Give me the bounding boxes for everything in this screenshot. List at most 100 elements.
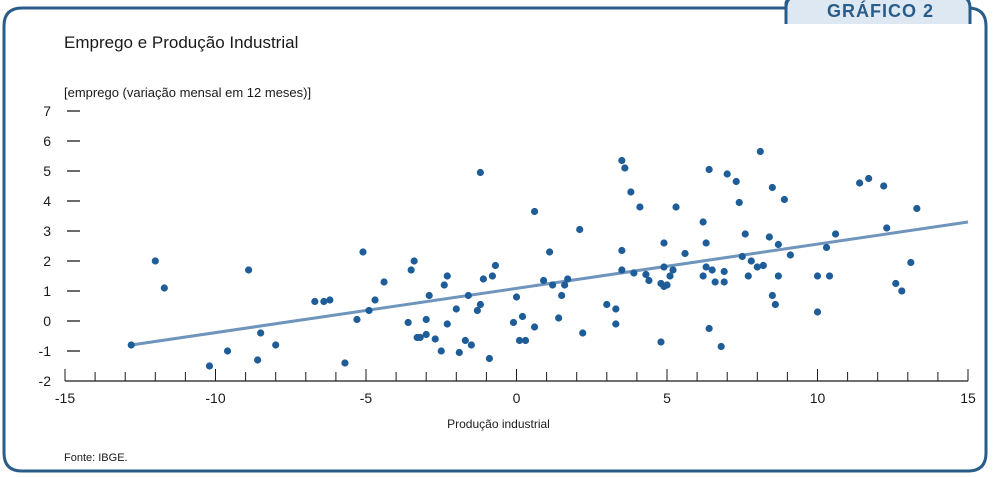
data-point (645, 276, 653, 285)
data-point (711, 278, 719, 286)
data-point (663, 281, 671, 289)
data-point (702, 239, 710, 247)
x-tick-label: -15 (55, 390, 75, 406)
x-tick-label: 15 (960, 390, 976, 406)
data-point (618, 246, 626, 255)
data-point (365, 306, 373, 315)
data-point (160, 284, 168, 292)
data-point (702, 263, 710, 271)
data-point (657, 338, 665, 346)
x-tick-label: 0 (513, 390, 521, 406)
source-note: Fonte: IBGE. (64, 452, 128, 464)
data-point (907, 258, 915, 267)
data-point (479, 275, 487, 283)
data-point (630, 269, 638, 277)
data-point (404, 318, 412, 327)
data-point (771, 300, 779, 309)
data-point (603, 300, 611, 309)
data-point (618, 156, 626, 165)
x-tick-label: 10 (810, 390, 826, 406)
y-tick-label: 0 (43, 313, 51, 329)
y-tick-label: 6 (43, 133, 51, 149)
data-point (416, 333, 424, 342)
data-point (437, 347, 445, 355)
data-point (786, 251, 795, 259)
data-point (326, 296, 334, 304)
data-point (741, 230, 749, 238)
y-tick-label: 7 (43, 103, 51, 119)
data-point (813, 272, 822, 280)
data-point (813, 308, 822, 316)
data-point (512, 293, 521, 301)
data-point (485, 354, 494, 363)
data-point (422, 315, 430, 324)
data-point (913, 204, 921, 213)
data-point (440, 281, 448, 289)
data-point (822, 243, 831, 252)
data-point (431, 335, 439, 343)
data-point (621, 164, 629, 172)
data-point (738, 252, 746, 261)
data-point (744, 272, 752, 280)
data-point (546, 248, 554, 256)
data-point (681, 249, 689, 258)
y-tick-label: 1 (43, 283, 51, 299)
data-point (564, 275, 572, 283)
data-point (618, 266, 626, 274)
data-point (425, 291, 433, 300)
data-point (488, 272, 497, 280)
data-point (576, 225, 584, 234)
data-point (443, 272, 451, 280)
data-point (353, 315, 361, 324)
data-point (892, 279, 900, 288)
data-point (555, 314, 563, 322)
data-point (831, 230, 840, 238)
data-point (753, 263, 761, 271)
data-point (768, 183, 776, 192)
data-point (780, 195, 788, 204)
data-point (549, 281, 557, 289)
data-point (473, 306, 481, 315)
y-tick-label: 5 (43, 163, 51, 179)
data-point (768, 291, 776, 300)
data-point (515, 336, 524, 345)
data-point (371, 296, 379, 304)
data-point (561, 281, 569, 289)
data-point (717, 342, 725, 351)
data-point (774, 240, 782, 249)
data-point (464, 291, 472, 300)
data-point (422, 330, 430, 339)
data-point (476, 168, 484, 177)
data-point (205, 362, 214, 370)
data-point (672, 203, 680, 211)
data-point (669, 266, 677, 274)
data-point (272, 341, 280, 349)
y-tick-label: 2 (43, 253, 51, 269)
x-tick-label: -5 (360, 390, 373, 406)
data-point (151, 257, 159, 265)
data-point (521, 336, 530, 345)
data-point (765, 233, 773, 241)
data-point (723, 170, 731, 178)
data-point (223, 347, 232, 355)
data-point (756, 147, 764, 156)
data-point (759, 261, 767, 270)
data-point (898, 287, 906, 295)
data-point (705, 165, 713, 174)
data-point (467, 341, 475, 349)
y-tick-label: 3 (43, 223, 51, 239)
y-tick-label: 4 (43, 193, 51, 209)
data-point (612, 320, 620, 328)
data-point (509, 318, 518, 327)
data-point (880, 182, 888, 190)
data-point (530, 207, 539, 216)
data-point (461, 336, 469, 345)
data-point (660, 263, 668, 271)
data-point (825, 272, 834, 280)
data-point (518, 312, 527, 321)
data-point (883, 224, 891, 232)
data-point (443, 320, 451, 328)
data-point (579, 329, 587, 337)
